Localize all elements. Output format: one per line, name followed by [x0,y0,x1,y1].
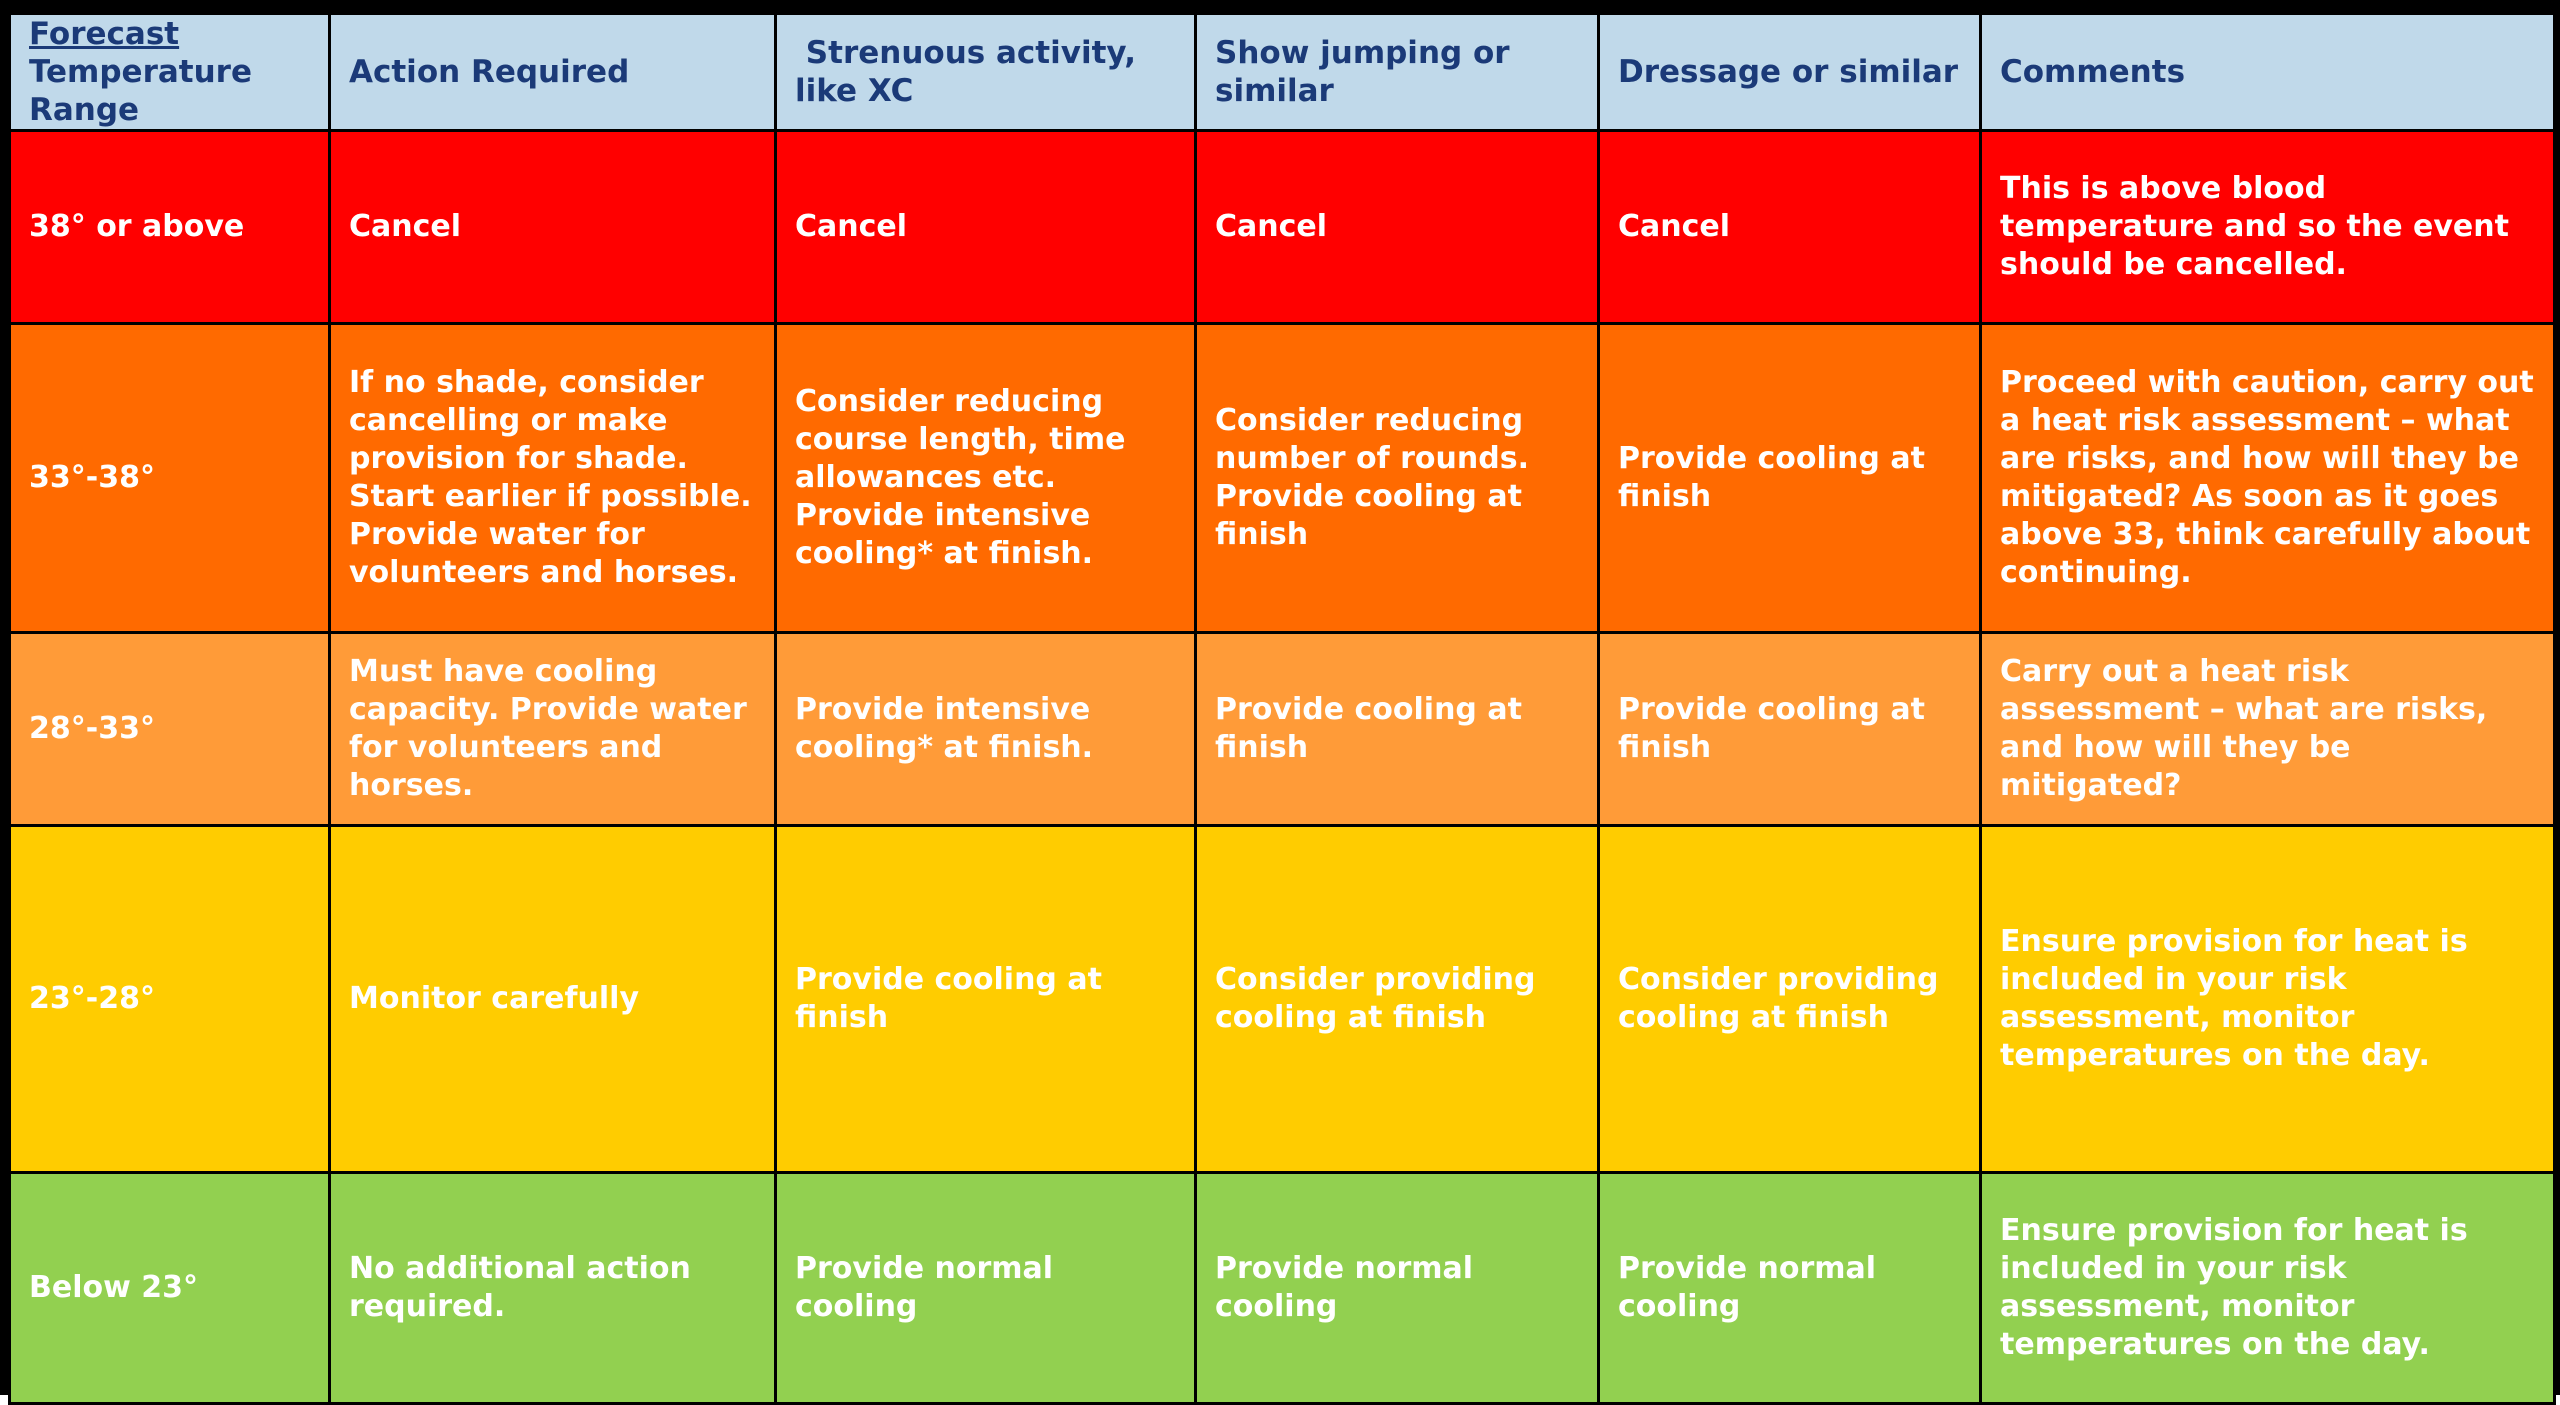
cell-show-jumping: Cancel [1194,129,1600,325]
table-row-28-33: 28°-33° Must have cooling capacity. Prov… [8,631,2556,827]
cell-range: 38° or above [8,129,331,325]
table-row-below-23: Below 23° No additional action required.… [8,1171,2556,1405]
cell-comments: Proceed with caution, carry out a heat r… [1979,322,2556,634]
cell-strenuous: Cancel [774,129,1197,325]
cell-range: 33°-38° [8,322,331,634]
cell-range: 28°-33° [8,631,331,827]
cell-comments: Ensure provision for heat is included in… [1979,824,2556,1174]
table-row-38-or-above: 38° or above Cancel Cancel Cancel Cancel… [8,129,2556,325]
cell-action: Must have cooling capacity. Provide wate… [328,631,777,827]
cell-show-jumping: Consider reducing number of rounds. Prov… [1194,322,1600,634]
header-temperature-range-label: Temperature Range [29,54,252,128]
cell-action: No additional action required. [328,1171,777,1405]
cell-comments: This is above blood temperature and so t… [1979,129,2556,325]
cell-strenuous: Provide intensive cooling* at finish. [774,631,1197,827]
cell-dressage: Provide normal cooling [1597,1171,1982,1405]
cell-action: If no shade, consider cancelling or make… [328,322,777,634]
cell-action: Monitor carefully [328,824,777,1174]
header-show-jumping: Show jumping or similar [1194,12,1600,132]
cell-comments: Carry out a heat risk assessment – what … [1979,631,2556,827]
header-temperature-range: Forecast Temperature Range [8,12,331,132]
cell-dressage: Provide cooling at finish [1597,631,1982,827]
table-row-33-38: 33°-38° If no shade, consider cancelling… [8,322,2556,634]
header-dressage: Dressage or similar [1597,12,1982,132]
cell-show-jumping: Provide normal cooling [1194,1171,1600,1405]
cell-strenuous: Provide normal cooling [774,1171,1197,1405]
heat-guidance-table: Forecast Temperature Range Action Requir… [8,12,2556,1405]
cell-show-jumping: Consider providing cooling at finish [1194,824,1600,1174]
header-comments: Comments [1979,12,2556,132]
cell-strenuous: Provide cooling at finish [774,824,1197,1174]
cell-dressage: Consider providing cooling at finish [1597,824,1982,1174]
cell-dressage: Provide cooling at finish [1597,322,1982,634]
header-action-required: Action Required [328,12,777,132]
table-row-23-28: 23°-28° Monitor carefully Provide coolin… [8,824,2556,1174]
cell-comments: Ensure provision for heat is included in… [1979,1171,2556,1405]
cell-dressage: Cancel [1597,129,1982,325]
cell-range: Below 23° [8,1171,331,1405]
cell-show-jumping: Provide cooling at finish [1194,631,1600,827]
cell-strenuous: Consider reducing course length, time al… [774,322,1197,634]
cell-action: Cancel [328,129,777,325]
header-strenuous-activity: Strenuous activity, like XC [774,12,1197,132]
cell-range: 23°-28° [8,824,331,1174]
header-forecast-label: Forecast [29,16,180,53]
header-row: Forecast Temperature Range Action Requir… [8,12,2556,132]
